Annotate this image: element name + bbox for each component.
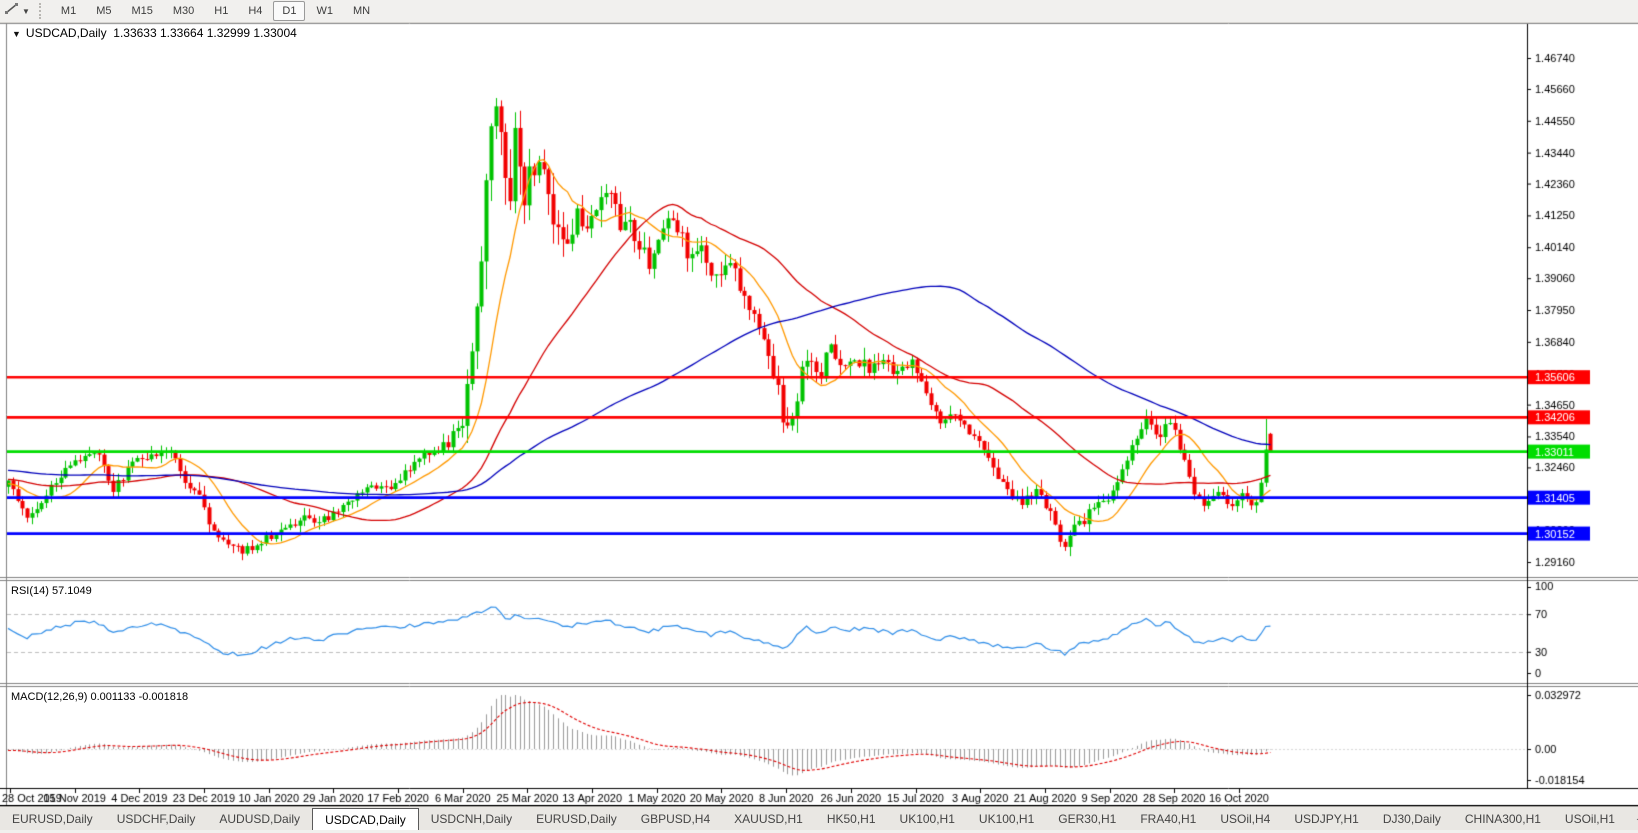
chart-tab-EURUSD-Daily[interactable]: EURUSD,Daily	[12, 812, 93, 826]
timeframe-button-H4[interactable]: H4	[248, 5, 263, 17]
chart-title: ▼ USDCAD,Daily 1.33633 1.33664 1.32999 1.…	[12, 26, 297, 40]
tab-scroll-buttons: ◄►	[1629, 807, 1638, 831]
timeframe-toolbar: ▼ M1 M5 M15 M30 H1 H4 D1 W1 MN	[0, 0, 1638, 23]
rsi-indicator-label: RSI(14) 57.1049	[11, 585, 92, 597]
draw-tool-button[interactable]: ▼	[0, 0, 34, 22]
chart-tab-USDCAD-Daily[interactable]: USDCAD,Daily	[312, 808, 419, 831]
trendline-draw-icon	[4, 1, 19, 21]
timeframe-group: M1 M5 M15 M30 H1 H4 D1 W1 MN	[51, 1, 380, 21]
timeframe-button-W1[interactable]: W1	[316, 5, 333, 17]
chart-symbol-label: USDCAD,Daily	[25, 26, 107, 40]
chart-tab-USDJPY-H1[interactable]: USDJPY,H1	[1294, 812, 1359, 826]
timeframe-button-M15[interactable]: M15	[131, 5, 153, 17]
chart-tab-USOil-H1[interactable]: USOil,H1	[1564, 812, 1615, 826]
chart-tab-USDCNH-Daily[interactable]: USDCNH,Daily	[430, 812, 513, 826]
timeframe-button-H1[interactable]: H1	[214, 5, 229, 17]
timeframe-button-M1[interactable]: M1	[60, 5, 77, 17]
chart-tab-CHINA300-H1[interactable]: CHINA300,H1	[1464, 812, 1541, 826]
timeframe-button-MN[interactable]: MN	[352, 5, 371, 17]
chart-tab-HK50-H1[interactable]: HK50,H1	[826, 812, 876, 826]
chart-tab-bar: EURUSD,Daily USDCHF,Daily AUDUSD,Daily USDC…	[0, 806, 1638, 831]
chart-tab-FRA40-H1[interactable]: FRA40,H1	[1140, 812, 1197, 826]
window-bottom-strip	[0, 830, 1638, 833]
macd-indicator-label: MACD(12,26,9) 0.001133 -0.001818	[11, 691, 189, 703]
chart-tab-XAUUSD-H1[interactable]: XAUUSD,H1	[734, 812, 803, 826]
timeframe-button-D1[interactable]: D1	[273, 1, 306, 21]
chart-tab-GBPUSD-H4[interactable]: GBPUSD,H4	[640, 812, 711, 826]
chart-tab-DJ30-Daily[interactable]: DJ30,Daily	[1382, 812, 1441, 826]
timeframe-button-M30[interactable]: M30	[172, 5, 195, 17]
toolbar-grip[interactable]	[38, 3, 46, 19]
chart-tab-USOil-H4[interactable]: USOil,H4	[1220, 812, 1271, 826]
chart-tab-EURUSD-Daily[interactable]: EURUSD,Daily	[536, 812, 617, 826]
chart-ohlc-values: 1.33633 1.33664 1.32999 1.33004	[113, 26, 297, 40]
caret-down-icon: ▼	[22, 6, 30, 16]
chart-tab-UK100-H1[interactable]: UK100,H1	[978, 812, 1035, 826]
chart-tab-AUDUSD-Daily[interactable]: AUDUSD,Daily	[219, 812, 301, 826]
tab-scroll-left-icon[interactable]: ◄	[1635, 814, 1638, 824]
chart-tab-UK100-H1[interactable]: UK100,H1	[899, 812, 955, 826]
timeframe-button-M5[interactable]: M5	[96, 5, 112, 17]
chart-menu-arrow-icon[interactable]: ▼	[12, 29, 21, 39]
chart-tab-GER30-H1[interactable]: GER30,H1	[1058, 812, 1117, 826]
chart-tab-USDCHF-Daily[interactable]: USDCHF,Daily	[116, 812, 196, 826]
